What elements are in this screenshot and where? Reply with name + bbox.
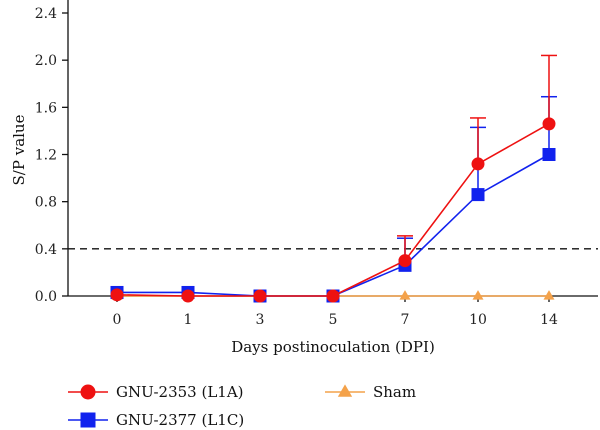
triangle-marker [472,290,484,300]
circle-marker [326,289,340,303]
square-marker [542,148,556,161]
x-tick-label: 14 [540,312,558,328]
triangle-marker [543,290,555,300]
y-tick-label: 0.0 [35,289,57,305]
x-tick-label: 5 [329,312,338,328]
square-marker [80,412,96,428]
x-tick-label: 1 [184,312,193,328]
y-tick-label: 1.2 [35,148,57,164]
circle-marker [542,117,556,131]
x-tick-label: 3 [256,312,265,328]
series-square [110,95,557,303]
square-marker [471,188,485,202]
y-tick-label: 0.4 [35,242,57,258]
series-circle [110,54,557,303]
data-series [110,54,557,303]
legend-item: GNU-2377 (L1C) [68,411,244,429]
circle-marker [253,289,267,303]
axes [67,0,598,297]
series-line [116,123,550,297]
legend: GNU-2353 (L1A) GNU-2377 (L1C) Sham [68,383,416,429]
y-tick-label: 1.6 [35,100,57,116]
legend-item: Sham [325,383,416,401]
circle-marker [398,254,412,268]
legend-label: GNU-2353 (L1A) [116,383,244,401]
circle-marker [110,288,124,302]
y-axis-label: S/P value [10,114,28,185]
legend-label: Sham [373,383,416,401]
legend-label: GNU-2377 (L1C) [116,411,244,429]
y-tick-label: 0.8 [35,195,57,211]
y-tick-label: 2.4 [35,6,57,22]
triangle-marker [337,384,353,397]
triangle-marker [399,290,411,300]
y-tick-label: 2.0 [35,53,57,69]
series-line [117,153,550,297]
x-axis-label: Days postinoculation (DPI) [231,338,435,356]
circle-marker [80,384,96,400]
legend-item: GNU-2353 (L1A) [68,383,244,401]
y-ticks: 0.0 0.4 0.8 1.2 1.6 2.0 2.4 [35,6,68,305]
circle-marker [471,157,485,171]
x-tick-label: 0 [113,312,122,328]
circle-marker [181,289,195,303]
x-tick-label: 7 [401,312,410,328]
x-tick-label: 10 [469,312,487,328]
